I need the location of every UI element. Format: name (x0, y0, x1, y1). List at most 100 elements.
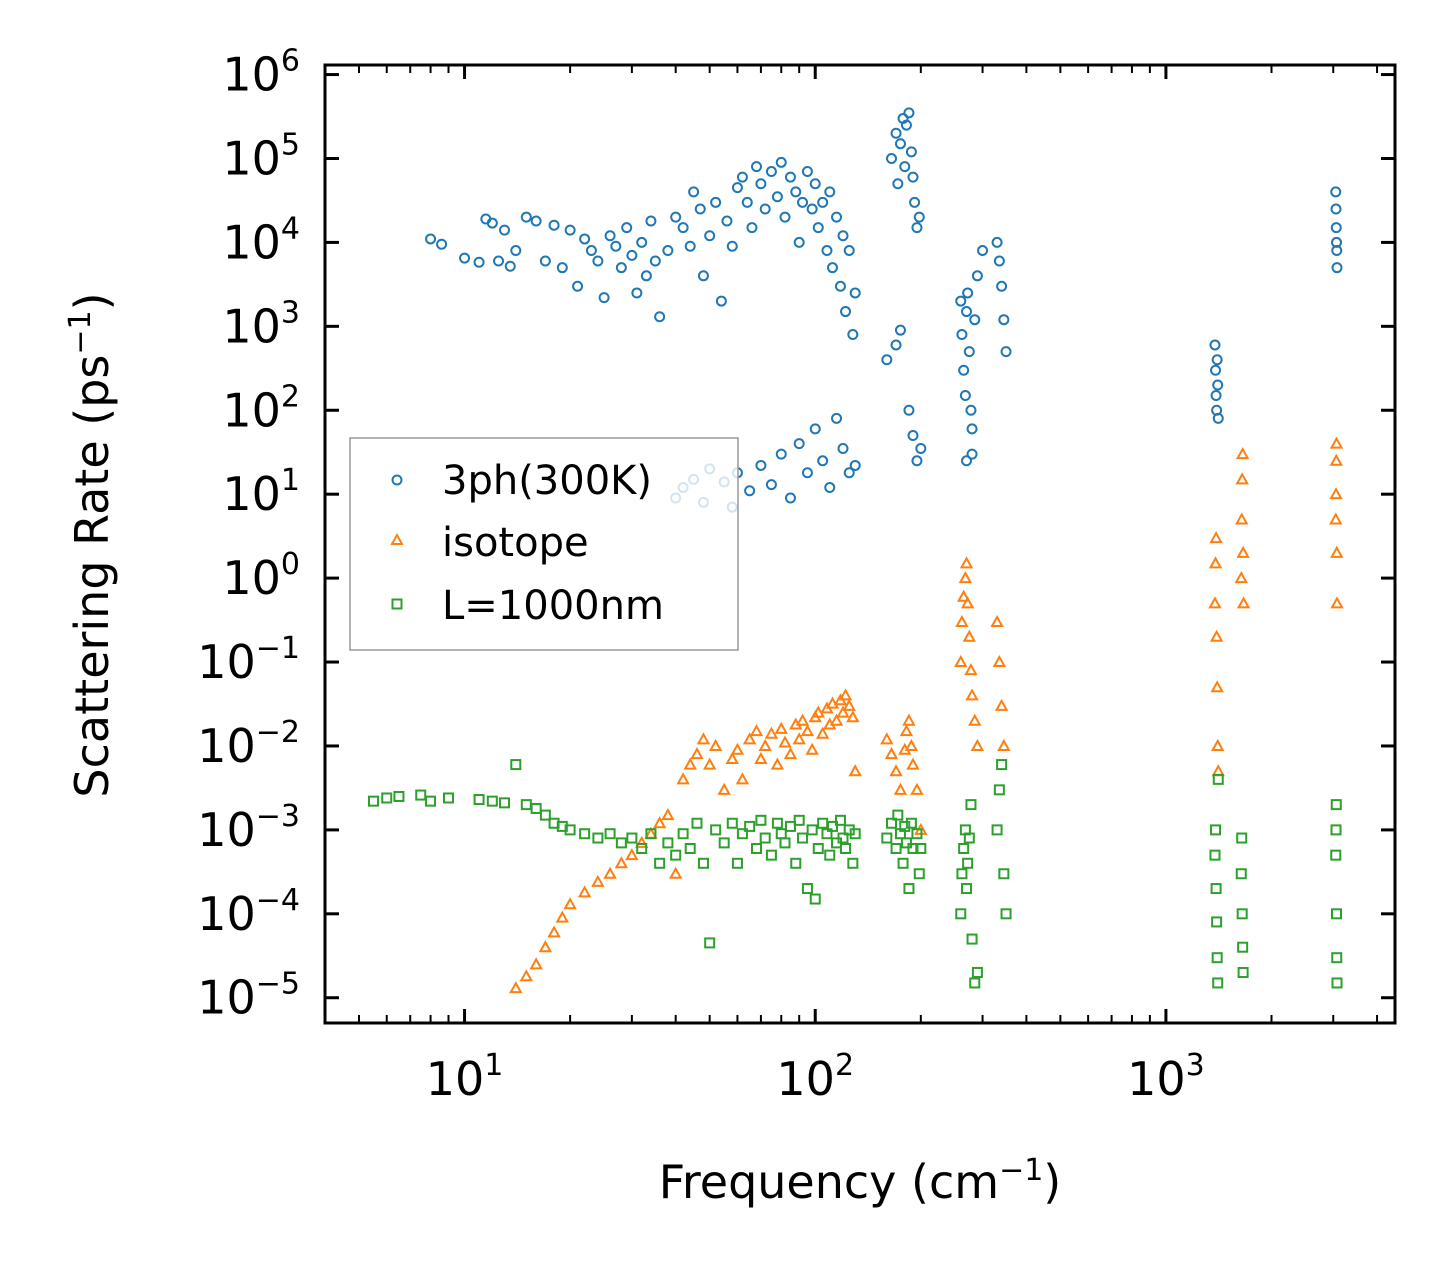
data-point-boundary (991, 824, 1003, 836)
data-point-3ph (726, 240, 738, 252)
data-point-isotope (906, 757, 920, 770)
data-point-isotope (774, 721, 788, 734)
data-point-isotope (696, 732, 711, 745)
data-point-boundary (710, 824, 722, 836)
data-point-isotope (547, 925, 561, 938)
data-point-isotope (960, 596, 975, 609)
data-point-isotope (902, 713, 916, 726)
data-point-boundary (520, 799, 532, 811)
data-point-3ph (425, 233, 437, 245)
data-point-boundary (691, 817, 703, 829)
data-point-isotope (842, 698, 856, 711)
y-tick-base: 10 (222, 467, 281, 521)
data-point-boundary (915, 843, 927, 855)
data-point-3ph (905, 146, 917, 158)
data-point-isotope (904, 738, 919, 751)
data-point-boundary (784, 820, 796, 832)
data-point-3ph (958, 364, 970, 376)
data-point-boundary (821, 828, 833, 840)
y-tick-exp: −4 (256, 883, 300, 918)
y-axis-title: Scattering Rate (ps−1) (63, 292, 119, 797)
data-point-boundary (510, 759, 522, 771)
y-tick-exp: −5 (256, 967, 300, 1002)
data-point-boundary (1210, 824, 1222, 836)
data-point-isotope (754, 751, 768, 764)
y-tick-label: 101 (222, 463, 300, 521)
data-point-boundary (890, 843, 902, 855)
data-point-3ph (556, 262, 568, 274)
y-tick-label: 100 (222, 547, 300, 605)
data-point-3ph (821, 245, 833, 257)
data-point-3ph (755, 459, 767, 471)
data-point-isotope (577, 885, 592, 898)
data-point-boundary (393, 790, 405, 802)
data-point-boundary (755, 814, 767, 826)
data-point-isotope (778, 735, 792, 748)
data-point-3ph (654, 311, 666, 323)
data-point-boundary (662, 837, 674, 849)
data-point-3ph (955, 295, 967, 307)
data-point-boundary (579, 828, 591, 840)
data-point-3ph (710, 196, 722, 208)
data-point-isotope (563, 897, 577, 910)
y-axis-title-main: Scattering Rate (ps (65, 355, 119, 798)
data-point-3ph (843, 245, 855, 257)
data-point-3ph (636, 236, 648, 248)
data-point-boundary (771, 817, 783, 829)
legend-label-3ph: 3ph(300K) (442, 458, 652, 504)
data-point-3ph (966, 423, 978, 435)
data-point-isotope (702, 757, 717, 770)
y-tick-labels: 10610510410310210110010−110−210−310−410−… (197, 44, 300, 1025)
data-point-3ph (911, 455, 923, 467)
data-point-3ph (806, 203, 818, 215)
data-point-3ph (539, 255, 551, 267)
data-point-boundary (1212, 977, 1224, 989)
data-point-3ph (843, 467, 855, 479)
data-point-3ph (592, 255, 604, 267)
data-point-3ph (684, 240, 696, 252)
data-point-boundary (961, 883, 973, 895)
data-point-3ph (1000, 346, 1012, 358)
data-point-boundary (1236, 832, 1248, 844)
legend: 3ph(300K) isotope L=1000nm (349, 437, 739, 651)
y-tick-base: 10 (222, 215, 281, 269)
data-point-isotope (717, 782, 731, 795)
data-point-isotope (792, 732, 806, 745)
data-point-boundary (499, 797, 511, 809)
data-point-boundary (539, 809, 551, 821)
data-point-boundary (697, 857, 709, 869)
data-point-boundary (847, 857, 859, 869)
data-point-3ph (959, 389, 971, 401)
legend-marker-isotope (390, 532, 404, 545)
data-point-3ph (1330, 186, 1342, 198)
data-point-boundary (736, 828, 748, 840)
data-point-isotope (910, 782, 924, 795)
y-tick-exp: 6 (281, 44, 300, 79)
data-point-isotope (848, 764, 862, 777)
data-point-isotope (964, 663, 978, 676)
data-point-isotope (1329, 436, 1344, 449)
data-point-3ph (626, 249, 638, 261)
data-point-3ph (598, 292, 610, 304)
data-point-3ph (1211, 354, 1223, 366)
data-point-isotope (970, 738, 985, 751)
data-point-boundary (415, 789, 427, 801)
data-point-3ph (903, 404, 915, 416)
data-point-isotope (1208, 596, 1222, 609)
data-point-boundary (425, 795, 437, 807)
data-point-3ph (962, 287, 974, 299)
data-point-isotope (829, 713, 844, 726)
data-point-3ph (956, 328, 968, 340)
data-point-boundary (899, 820, 911, 832)
y-tick-exp: 0 (281, 547, 300, 582)
data-point-isotope (783, 747, 798, 760)
data-point-boundary (604, 828, 616, 840)
y-tick-base: 10 (197, 719, 256, 773)
data-point-3ph (837, 443, 849, 455)
data-point-isotope (965, 688, 979, 701)
data-point-isotope (884, 747, 899, 760)
data-point-boundary (793, 814, 805, 826)
data-point-isotope (1235, 512, 1249, 525)
data-point-boundary (615, 837, 627, 849)
data-point-boundary (684, 843, 696, 855)
